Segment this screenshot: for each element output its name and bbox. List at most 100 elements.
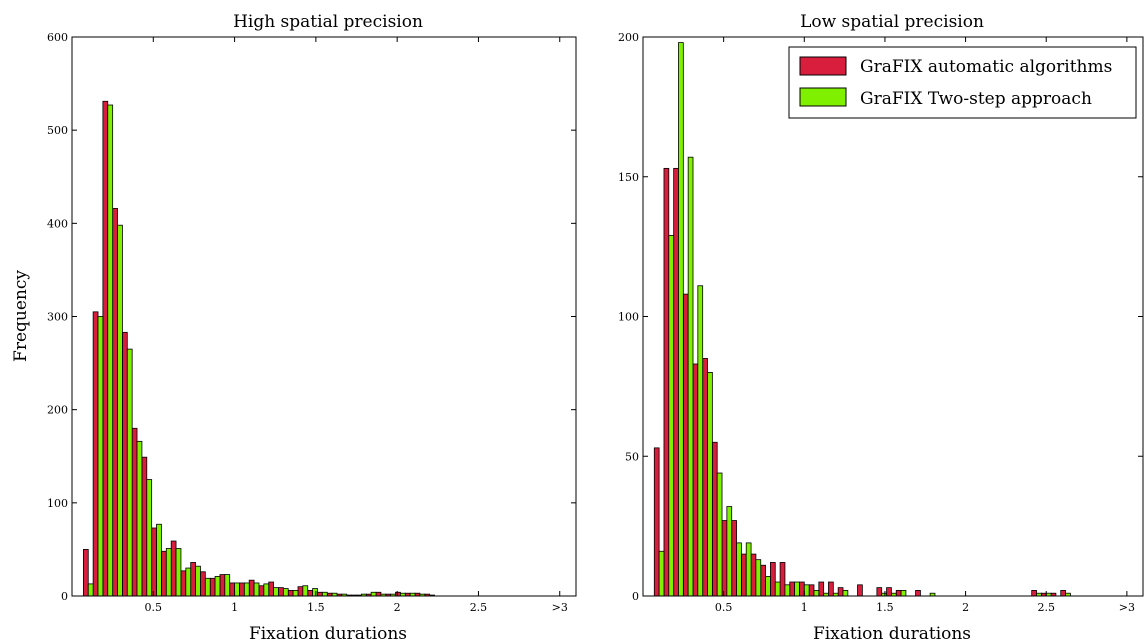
bar-low-automatic-15 <box>799 581 805 597</box>
chart-title-low: Low spatial precision <box>800 12 984 32</box>
x-tick-label-high-0: 0.5 <box>145 601 163 614</box>
legend-label-two-step: GraFIX Two-step approach <box>860 89 1092 109</box>
bar-high-automatic-1 <box>92 311 99 597</box>
legend: GraFIX automatic algorithms GraFIX Two-s… <box>788 46 1137 119</box>
bar-low-automatic-4 <box>692 363 699 597</box>
bar-high-two-step-23 <box>312 588 318 597</box>
panel-high-spatial-precision: 0 100 200 300 400 500 600 0.5 1 1.5 2 2.5 >3 High spa… <box>47 12 577 643</box>
x-tick-label-high-5: >3 <box>552 601 568 614</box>
x-axis-title-low: Fixation durations <box>813 624 971 643</box>
bar-high-automatic-22 <box>297 586 304 597</box>
bar-low-automatic-25 <box>895 590 902 597</box>
bar-high-two-step-15 <box>234 582 240 597</box>
bar-low-two-step-8 <box>736 542 742 597</box>
bar-high-two-step-3 <box>117 224 123 597</box>
chart-title-high: High spatial precision <box>233 12 423 32</box>
bar-low-two-step-15 <box>803 584 810 597</box>
bar-low-two-step-4 <box>697 285 704 597</box>
bar-high-two-step-24 <box>321 591 328 597</box>
bar-high-automatic-7 <box>151 527 157 597</box>
bar-low-automatic-17 <box>818 581 825 597</box>
bar-high-automatic-21 <box>287 590 294 597</box>
bar-high-automatic-11 <box>190 562 196 597</box>
bar-high-two-step-8 <box>165 548 172 597</box>
bar-low-automatic-9 <box>740 553 747 597</box>
bar-high-automatic-10 <box>180 570 187 597</box>
bar-low-two-step-19 <box>842 590 849 597</box>
x-tick-label-low-0: 0.5 <box>715 601 733 614</box>
bar-low-automatic-12 <box>770 562 776 597</box>
bar-low-automatic-16 <box>808 584 815 597</box>
x-tick-label-low-4: 2.5 <box>1037 601 1055 614</box>
bar-low-automatic-1 <box>663 167 670 597</box>
bar-low-automatic-10 <box>750 553 757 597</box>
bar-low-two-step-12 <box>774 581 781 597</box>
bar-low-two-step-7 <box>726 506 733 597</box>
x-axis-title-high: Fixation durations <box>249 624 407 643</box>
bar-low-two-step-5 <box>707 371 713 597</box>
bar-high-automatic-16 <box>239 582 245 597</box>
bar-high-automatic-3 <box>112 208 118 597</box>
bar-high-two-step-5 <box>136 440 143 597</box>
bar-low-automatic-23 <box>876 587 883 597</box>
bar-low-two-step-3 <box>687 156 694 597</box>
bar-high-automatic-19 <box>268 581 275 597</box>
bar-high-two-step-2 <box>107 104 114 597</box>
bar-low-automatic-14 <box>789 581 796 597</box>
bar-high-automatic-30 <box>375 591 382 597</box>
y-tick-label-high-6: 600 <box>47 31 68 44</box>
bar-high-two-step-20 <box>282 588 289 597</box>
x-tick-label-low-2: 1.5 <box>876 601 894 614</box>
bar-low-automatic-11 <box>760 564 766 597</box>
bar-high-two-step-21 <box>292 590 299 597</box>
x-tick-label-high-3: 2 <box>394 601 401 614</box>
bar-low-two-step-25 <box>900 590 907 597</box>
bar-high-two-step-6 <box>146 479 153 597</box>
x-tick-label-high-2: 1.5 <box>307 601 325 614</box>
bar-high-automatic-6 <box>141 456 148 597</box>
y-tick-label-high-5: 500 <box>47 124 68 137</box>
y-tick-label-high-1: 100 <box>47 497 68 510</box>
x-tick-label-low-5: >3 <box>1119 601 1135 614</box>
y-tick-label-high-3: 300 <box>47 311 68 324</box>
x-tick-label-low-3: 2 <box>962 601 969 614</box>
bar-low-automatic-19 <box>837 587 844 597</box>
legend-swatch-automatic <box>799 56 847 76</box>
bar-high-two-step-11 <box>195 565 201 597</box>
y-tick-label-low-0: 0 <box>632 590 639 603</box>
bar-low-automatic-24 <box>886 587 892 597</box>
bar-high-automatic-2 <box>102 100 109 597</box>
y-tick-label-low-1: 50 <box>625 450 639 463</box>
bar-high-two-step-14 <box>224 574 231 597</box>
bar-low-two-step-0 <box>658 550 665 597</box>
bar-high-automatic-14 <box>219 574 226 597</box>
legend-swatch-two-step <box>799 87 847 107</box>
bar-low-automatic-13 <box>779 562 786 597</box>
bar-low-two-step-1 <box>668 235 675 597</box>
bar-high-automatic-32 <box>395 591 401 597</box>
bar-low-two-step-16 <box>813 590 820 597</box>
bar-high-two-step-0 <box>87 583 94 597</box>
bar-high-automatic-15 <box>229 582 235 597</box>
panel-low-spatial-precision: 0 50 100 150 200 0.5 1 1.5 2 2.5 >3 Low spatial pre… <box>618 12 1144 643</box>
bar-high-two-step-1 <box>97 316 104 597</box>
bar-high-two-step-16 <box>243 582 250 597</box>
bar-low-two-step-14 <box>794 581 800 597</box>
bar-high-two-step-29 <box>370 591 377 597</box>
bar-low-two-step-13 <box>784 584 791 597</box>
bar-high-automatic-4 <box>122 331 128 597</box>
bar-low-two-step-11 <box>765 576 771 597</box>
bar-high-two-step-17 <box>253 582 260 597</box>
bar-high-automatic-24 <box>317 591 323 597</box>
bar-low-automatic-42 <box>1060 590 1066 597</box>
bar-high-two-step-10 <box>185 567 192 597</box>
bar-low-automatic-6 <box>711 441 718 597</box>
y-tick-label-low-2: 100 <box>618 311 639 324</box>
x-tick-label-high-1: 1 <box>231 601 238 614</box>
bar-high-automatic-18 <box>258 585 265 597</box>
bar-high-automatic-17 <box>248 579 255 597</box>
bar-high-automatic-0 <box>82 549 89 597</box>
bar-low-two-step-6 <box>716 472 723 597</box>
bar-high-automatic-20 <box>278 587 284 597</box>
